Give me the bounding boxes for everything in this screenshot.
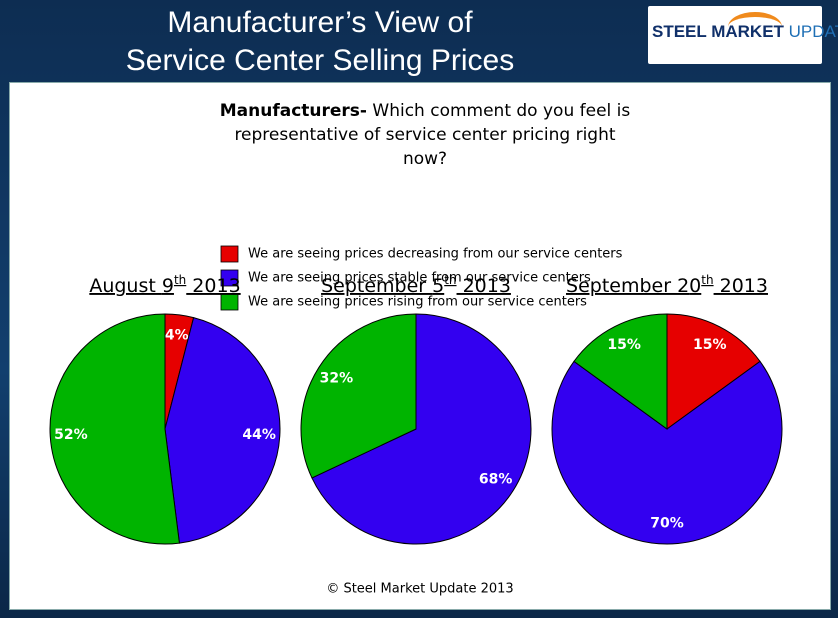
header-title: Manufacturer’s View of Service Center Se… [0, 4, 640, 80]
footer: © Steel Market Update 2013 [326, 582, 513, 597]
pie-slice [49, 313, 180, 545]
logo-text: STEEL MARKET [652, 22, 784, 41]
legend-label: We are seeing prices rising from our ser… [248, 295, 587, 310]
pie-slice [666, 313, 761, 430]
legend-label: We are seeing prices stable from our ser… [248, 271, 591, 286]
question: Manufacturers- Which comment do you feel… [210, 99, 640, 171]
pie-slice [551, 360, 783, 545]
legend-swatch [220, 245, 239, 263]
pie-slice [573, 313, 668, 430]
data-label: 68% [479, 472, 513, 488]
data-label: 70% [650, 515, 684, 531]
data-label: 15% [693, 337, 727, 353]
question-lead: Manufacturers- [219, 101, 367, 121]
data-label: 52% [54, 427, 88, 443]
title-line: Service Center Selling Prices [125, 44, 515, 77]
pie-slice [164, 317, 281, 544]
chart-title: September 20th 2013 [566, 273, 768, 297]
chart-title: September 5th 2013 [321, 273, 511, 297]
logo-text: UPDATE [788, 22, 838, 41]
data-label: 32% [320, 370, 354, 386]
legend-swatch [220, 269, 239, 287]
question-text: Which comment do you feel is representat… [234, 101, 631, 169]
logo-swoosh [728, 12, 782, 42]
chart-title: August 9th 2013 [89, 273, 240, 297]
logo: STEEL MARKET UPDATE [648, 6, 838, 64]
data-label: 4% [165, 327, 189, 343]
data-label: 15% [607, 337, 641, 353]
pie-slice [311, 313, 532, 545]
data-label: 44% [242, 427, 276, 443]
legend-label: We are seeing prices decreasing from our… [248, 247, 623, 262]
pie-slice [300, 313, 417, 479]
legend-swatch [220, 293, 239, 311]
title-line: Manufacturer’s View of [167, 6, 473, 39]
